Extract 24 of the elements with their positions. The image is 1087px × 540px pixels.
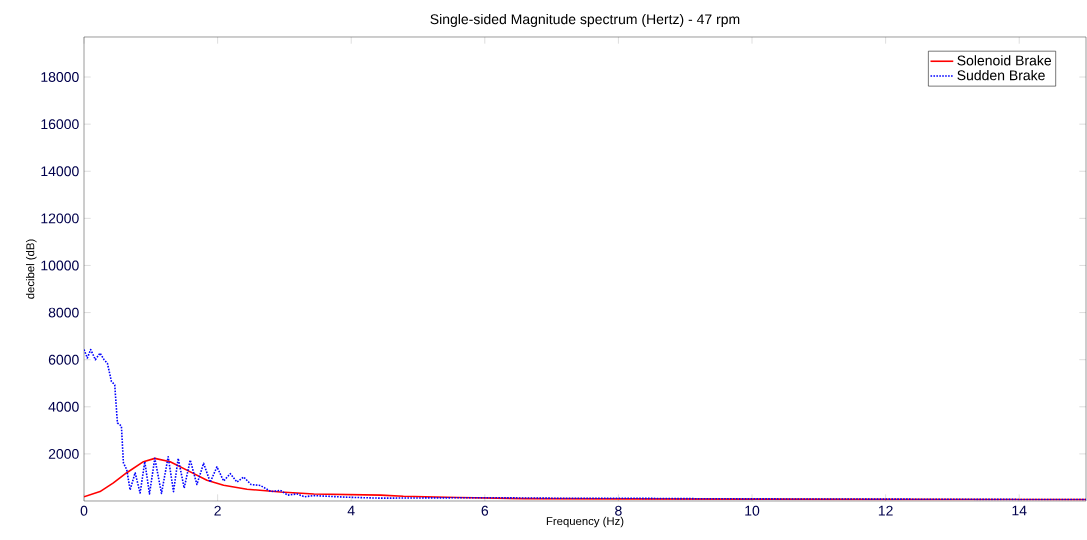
x-tick-label: 14 (1012, 505, 1027, 516)
y-tick-label: 10000 (41, 260, 79, 271)
line-series (84, 457, 1087, 501)
x-tick-label: 12 (878, 505, 893, 516)
y-tick-label: 6000 (48, 354, 79, 365)
line-series (84, 348, 1087, 501)
chart-title: Single-sided Magnitude spectrum (Hertz) - 47 rpm (430, 13, 740, 27)
x-tick-label: 8 (615, 505, 622, 516)
x-tick-label: 2 (214, 505, 221, 516)
x-tick-label: 4 (347, 505, 355, 516)
x-axis-title: Frequency (Hz) (546, 516, 624, 528)
y-tick-label: 18000 (41, 72, 79, 82)
y-axis-title: decibel (dB) (25, 239, 37, 299)
x-tick-label: 10 (745, 505, 760, 516)
y-tick-label: 16000 (41, 119, 79, 130)
y-tick-label: 8000 (48, 307, 79, 318)
y-tick-label: 14000 (41, 166, 79, 177)
y-tick-label: 2000 (48, 448, 79, 459)
legend-label: Solenoid Brake (957, 55, 1052, 66)
legend-label: Sudden Brake (957, 70, 1045, 81)
x-tick-label: 0 (80, 505, 88, 516)
y-tick-label: 12000 (41, 213, 79, 224)
y-tick-label: 4000 (48, 401, 79, 412)
x-tick-label: 6 (481, 505, 489, 516)
